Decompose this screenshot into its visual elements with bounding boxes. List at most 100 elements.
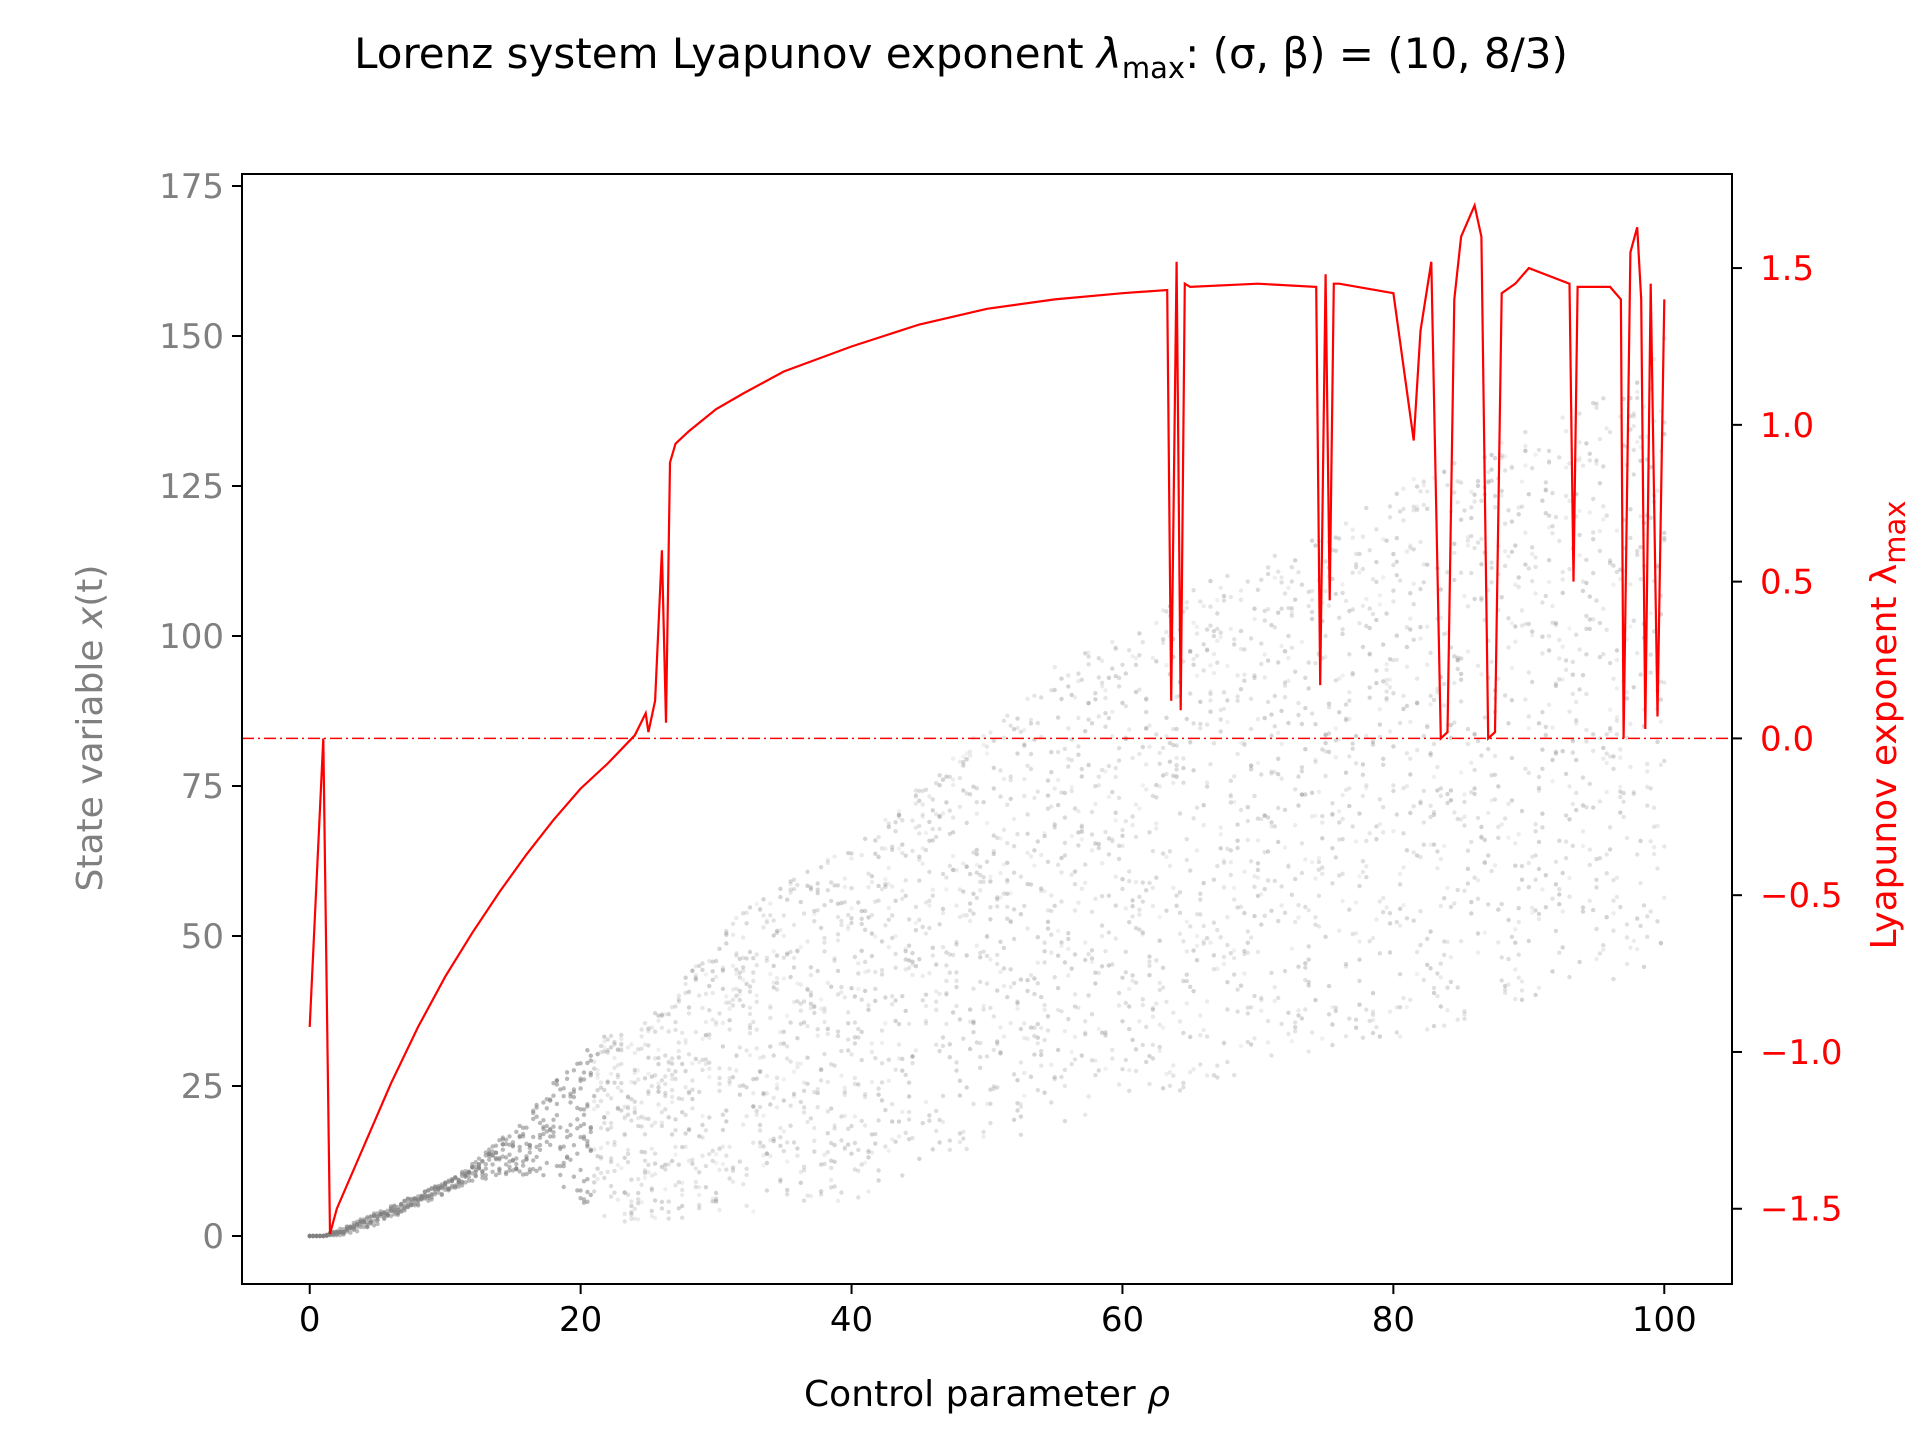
scatter-point bbox=[727, 1018, 732, 1023]
scatter-point bbox=[754, 901, 759, 907]
scatter-point bbox=[1577, 687, 1582, 692]
scatter-point bbox=[1607, 558, 1613, 563]
scatter-point bbox=[446, 1186, 451, 1191]
scatter-point bbox=[605, 1037, 610, 1042]
scatter-point bbox=[1560, 909, 1565, 914]
scatter-point bbox=[1259, 1008, 1264, 1013]
scatter-point bbox=[1442, 952, 1447, 958]
scatter-point bbox=[1201, 880, 1206, 886]
scatter-point bbox=[605, 1050, 610, 1055]
scatter-point bbox=[1093, 1073, 1098, 1078]
scatter-point bbox=[581, 1112, 587, 1118]
scatter-point bbox=[1198, 1033, 1203, 1038]
scatter-point bbox=[1188, 739, 1193, 744]
scatter-point bbox=[754, 963, 759, 968]
scatter-point bbox=[1188, 924, 1193, 929]
scatter-point bbox=[575, 1126, 580, 1131]
scatter-point bbox=[1462, 823, 1467, 828]
scatter-point bbox=[558, 1146, 563, 1152]
scatter-point bbox=[1171, 1063, 1176, 1068]
scatter-point bbox=[934, 1042, 939, 1047]
scatter-point bbox=[937, 773, 942, 778]
scatter-point bbox=[619, 1108, 624, 1113]
scatter-point bbox=[1587, 781, 1593, 787]
scatter-point bbox=[1238, 740, 1244, 746]
scatter-point bbox=[937, 1117, 942, 1123]
scatter-point bbox=[998, 1025, 1003, 1030]
scatter-point bbox=[1614, 528, 1620, 533]
scatter-point bbox=[697, 1206, 702, 1211]
scatter-point bbox=[835, 968, 841, 974]
scatter-point bbox=[1486, 810, 1491, 816]
scatter-point bbox=[612, 1168, 617, 1174]
scatter-point bbox=[1384, 698, 1389, 703]
scatter-point bbox=[1384, 538, 1389, 543]
scatter-point bbox=[1174, 755, 1179, 761]
scatter-point bbox=[1265, 815, 1271, 820]
scatter-point bbox=[561, 1184, 566, 1190]
y-right-tick-label: −1.0 bbox=[1760, 1033, 1843, 1073]
scatter-point bbox=[1333, 1008, 1339, 1014]
scatter-point bbox=[1282, 649, 1288, 654]
scatter-point bbox=[930, 945, 935, 951]
scatter-point bbox=[1374, 837, 1379, 842]
scatter-point bbox=[629, 1212, 634, 1217]
scatter-point bbox=[1140, 783, 1146, 788]
scatter-point bbox=[720, 1127, 726, 1133]
scatter-point bbox=[1191, 948, 1196, 953]
scatter-point bbox=[1458, 517, 1464, 522]
scatter-point bbox=[1262, 618, 1267, 623]
scatter-point bbox=[1323, 589, 1328, 594]
scatter-point bbox=[1279, 643, 1284, 649]
scatter-point bbox=[1357, 978, 1362, 984]
scatter-point bbox=[537, 1142, 543, 1148]
scatter-point bbox=[1218, 729, 1223, 734]
scatter-point bbox=[1577, 553, 1582, 558]
scatter-point bbox=[365, 1220, 370, 1225]
scatter-point bbox=[1083, 957, 1088, 963]
scatter-point bbox=[839, 1138, 844, 1143]
scatter-point bbox=[649, 1173, 654, 1178]
scatter-point bbox=[1072, 1057, 1078, 1062]
scatter-point bbox=[829, 1158, 834, 1163]
scatter-point bbox=[920, 861, 925, 866]
scatter-point bbox=[615, 1105, 621, 1111]
scatter-point bbox=[1570, 659, 1576, 665]
scatter-point bbox=[781, 1029, 786, 1035]
scatter-point bbox=[1309, 1030, 1315, 1035]
scatter-point bbox=[1225, 1007, 1230, 1012]
scatter-point bbox=[619, 1061, 624, 1067]
scatter-point bbox=[554, 1163, 560, 1169]
scatter-point bbox=[1120, 843, 1125, 849]
scatter-point bbox=[605, 1048, 610, 1053]
scatter-point bbox=[544, 1139, 549, 1145]
scatter-point bbox=[862, 908, 868, 914]
x-tick-label: 40 bbox=[830, 1300, 873, 1340]
scatter-point bbox=[690, 1078, 695, 1083]
scatter-point bbox=[1536, 916, 1542, 922]
scatter-point bbox=[1086, 952, 1091, 957]
scatter-point bbox=[615, 1072, 621, 1078]
scatter-point bbox=[1248, 636, 1254, 641]
scatter-point bbox=[1530, 545, 1535, 550]
scatter-point bbox=[1482, 860, 1488, 865]
scatter-point bbox=[1147, 880, 1152, 886]
scatter-point bbox=[456, 1180, 461, 1185]
scatter-point bbox=[1184, 919, 1190, 924]
scatter-point bbox=[615, 1162, 621, 1168]
scatter-point bbox=[490, 1162, 495, 1167]
scatter-point bbox=[957, 914, 963, 920]
y-left-tick-label: 100 bbox=[159, 617, 224, 657]
scatter-point bbox=[1519, 988, 1525, 993]
scatter-point bbox=[1618, 567, 1623, 572]
scatter-point bbox=[1353, 761, 1359, 766]
scatter-point bbox=[1414, 748, 1420, 753]
scatter-point bbox=[1282, 910, 1288, 915]
scatter-point bbox=[548, 1142, 553, 1148]
scatter-point bbox=[1194, 624, 1200, 629]
scatter-point bbox=[1567, 974, 1572, 980]
scatter-point bbox=[1028, 721, 1034, 726]
scatter-point bbox=[1008, 918, 1013, 924]
scatter-point bbox=[981, 1003, 986, 1008]
scatter-point bbox=[642, 1132, 648, 1137]
